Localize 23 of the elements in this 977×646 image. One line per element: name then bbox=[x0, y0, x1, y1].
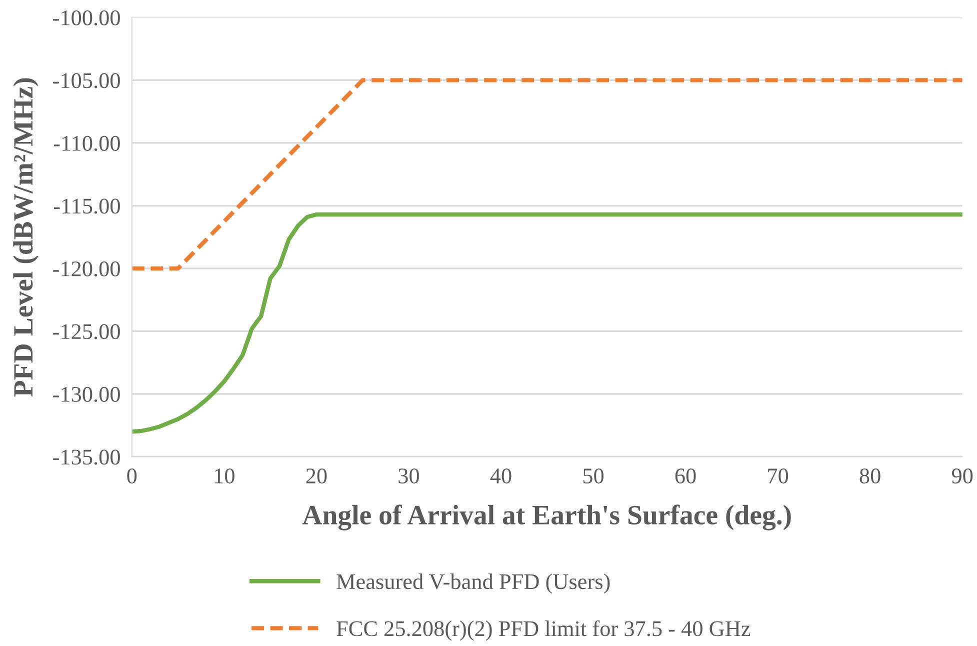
legend-label: Measured V-band PFD (Users) bbox=[336, 574, 610, 594]
y-tick-label: -100.00 bbox=[53, 10, 120, 26]
x-tick-label: 10 bbox=[215, 468, 234, 484]
x-tick-label: 0 bbox=[127, 468, 137, 484]
legend-label: FCC 25.208(r)(2) PFD limit for 37.5 - 40 GHz bbox=[336, 620, 750, 641]
y-tick-label: -135.00 bbox=[53, 450, 120, 465]
x-tick-label: 50 bbox=[583, 468, 604, 484]
y-tick-label: -130.00 bbox=[53, 386, 120, 402]
x-tick-label: 90 bbox=[952, 468, 973, 484]
y-tick-label: -110.00 bbox=[54, 136, 120, 151]
x-tick-label: 70 bbox=[768, 468, 788, 484]
x-tick-label: 60 bbox=[675, 468, 696, 484]
x-tick-label: 20 bbox=[306, 468, 327, 484]
x-axis-title: Angle of Arrival at Earth's Surface (deg.) bbox=[302, 504, 791, 530]
y-tick-label: -120.00 bbox=[53, 261, 120, 276]
y-axis-title: PFD Level (dBW/m²/MHz) bbox=[13, 78, 38, 397]
y-tick-label: -125.00 bbox=[53, 324, 120, 340]
x-tick-label: 30 bbox=[398, 468, 419, 484]
x-tick-label: 80 bbox=[860, 468, 880, 484]
y-tick-label: -115.00 bbox=[54, 198, 120, 214]
line-series bbox=[132, 212, 962, 434]
x-tick-label: 40 bbox=[490, 468, 512, 484]
y-tick-label: -105.00 bbox=[53, 73, 120, 88]
